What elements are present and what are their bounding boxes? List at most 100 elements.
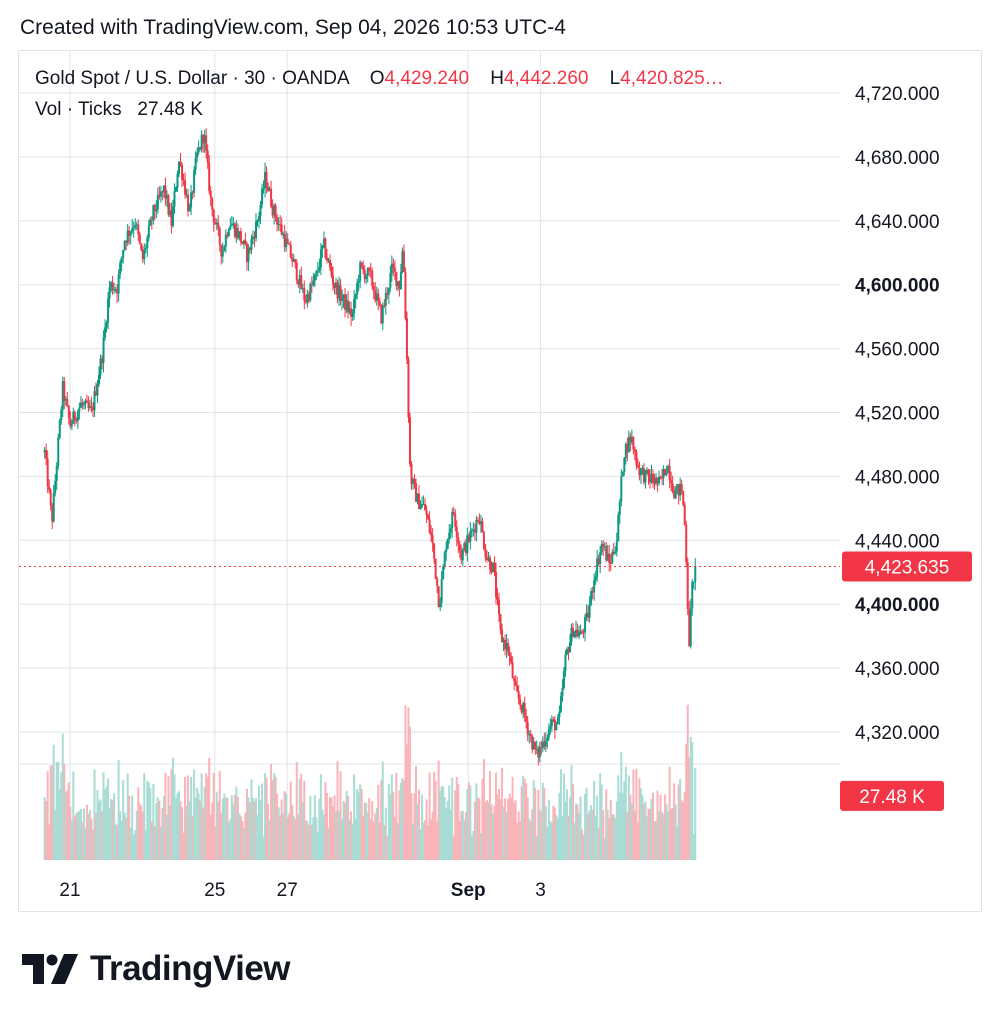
candle-body <box>303 288 306 301</box>
candle-body <box>603 546 606 548</box>
candle-body <box>608 553 611 563</box>
candle-body <box>502 639 505 643</box>
candle-body <box>43 449 46 453</box>
volume-bar <box>425 799 428 860</box>
volume-bar <box>575 803 578 860</box>
volume-bar <box>552 805 555 860</box>
volume-label[interactable]: Vol · Ticks <box>35 99 122 120</box>
candle-body <box>69 417 72 427</box>
candle-body <box>366 267 369 276</box>
volume-bar <box>448 785 451 860</box>
candle-body <box>70 423 73 427</box>
candle-body <box>264 171 267 189</box>
candle-body <box>688 609 691 647</box>
candle-body <box>356 282 359 295</box>
volume-bar <box>632 769 635 860</box>
candle-body <box>482 532 485 549</box>
volume-bar <box>602 810 605 860</box>
candle-body <box>159 191 162 197</box>
volume-bar <box>193 769 196 860</box>
candle-body <box>289 244 292 258</box>
candle-body <box>45 449 48 459</box>
volume-bar <box>250 779 253 860</box>
candle-body <box>495 572 498 598</box>
candle-body <box>140 243 143 251</box>
price-chart[interactable]: 4,720.000 4,680.000 4,640.000 4,600.000 4,56… <box>0 0 1001 930</box>
volume-bar <box>79 808 82 860</box>
candle-body <box>335 282 338 288</box>
volume-bar <box>182 832 185 860</box>
volume-bar <box>351 823 354 860</box>
volume-bar <box>457 784 460 860</box>
volume-bar <box>517 811 520 860</box>
candle-body <box>57 437 60 466</box>
volume-bar <box>318 798 321 860</box>
volume-bar <box>648 808 651 860</box>
candle-body <box>102 337 105 363</box>
candle-body <box>325 257 328 261</box>
volume-bar <box>91 829 94 860</box>
volume-bar <box>493 805 496 860</box>
candle-body <box>371 270 374 287</box>
candle-body <box>460 550 463 561</box>
candle-body <box>425 510 428 515</box>
volume-bar <box>667 811 670 860</box>
candle-body <box>52 493 55 522</box>
volume-bar <box>336 761 339 860</box>
volume-bar <box>393 816 396 860</box>
candle-body <box>507 643 510 653</box>
candle-body <box>682 490 685 505</box>
candle-body <box>479 521 482 525</box>
symbol-label[interactable]: Gold Spot / U.S. Dollar · 30 · OANDA <box>35 68 349 89</box>
candle-body <box>623 458 626 472</box>
candle-body <box>369 270 372 272</box>
volume-bar <box>282 813 285 860</box>
candle-body <box>60 409 63 421</box>
volume-bar <box>564 801 567 860</box>
candle-body <box>630 436 633 443</box>
candle-body <box>176 173 179 188</box>
candle-body <box>662 469 665 478</box>
candle-body <box>611 551 614 564</box>
candle-body <box>428 519 431 533</box>
volume-bar <box>676 826 679 860</box>
candle-body <box>49 490 52 506</box>
candle-body <box>653 481 656 484</box>
x-axis-tick-label: 27 <box>277 880 298 901</box>
volume-bar <box>578 812 581 860</box>
candle-body <box>247 247 250 262</box>
volume-bar <box>463 819 466 860</box>
candle-body <box>683 504 686 525</box>
volume-bar <box>624 766 627 860</box>
volume-bar <box>158 800 161 860</box>
volume-bar <box>312 817 315 860</box>
volume-bar <box>395 772 398 860</box>
volume-bar <box>363 802 366 860</box>
volume-bar <box>593 780 596 860</box>
current-price-badge <box>842 551 972 582</box>
volume-bar <box>375 807 378 860</box>
chart-caption: Created with TradingView.com, Sep 04, 20… <box>20 16 566 39</box>
volume-bar <box>630 803 633 860</box>
volume-bar <box>264 773 267 860</box>
volume-bar <box>64 792 67 860</box>
candle-body <box>88 406 91 408</box>
candle-body <box>624 443 627 459</box>
volume-bar <box>532 780 535 860</box>
volume-bar <box>230 795 233 860</box>
volume-bar <box>683 791 686 860</box>
candle-body <box>686 562 689 610</box>
volume-bar <box>161 807 164 860</box>
candle-body <box>639 468 642 476</box>
candle-body <box>451 511 454 529</box>
candle-body <box>248 247 251 251</box>
volume-bar <box>540 810 543 860</box>
candle-body <box>584 616 587 633</box>
candle-body <box>215 222 218 225</box>
open-label: O <box>369 68 385 89</box>
candle-body <box>632 436 635 450</box>
candle-body <box>416 493 419 502</box>
candle-body <box>650 473 653 483</box>
volume-bar <box>342 800 345 860</box>
volume-bar <box>294 818 297 860</box>
